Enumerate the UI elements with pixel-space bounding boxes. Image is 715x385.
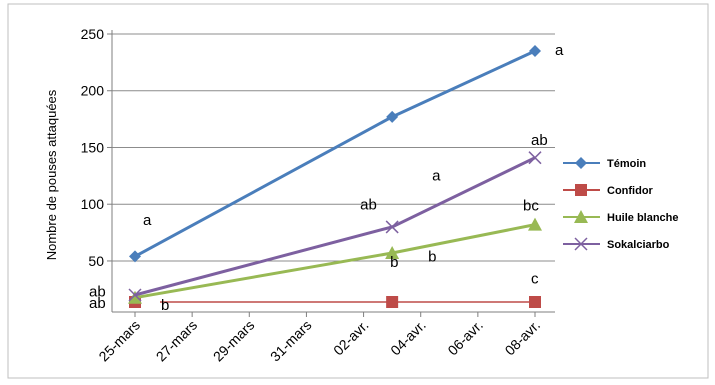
significance-label: c [531, 271, 539, 288]
legend-item: Huile blanche [563, 210, 679, 224]
axes [111, 30, 555, 313]
y-tick-label: 100 [81, 196, 105, 212]
data-point [128, 288, 142, 302]
series-témoin [129, 45, 541, 263]
data-point [129, 250, 141, 263]
legend-marker [574, 210, 588, 223]
significance-label: b [428, 249, 436, 266]
significance-label: a [555, 42, 564, 59]
y-ticks: 50 100 150 200 250 [81, 26, 112, 269]
series-sokalciarbo [128, 151, 542, 302]
legend-item: Sokalciarbo [563, 237, 670, 251]
data-point [528, 151, 542, 165]
y-tick-label: 250 [81, 26, 105, 42]
significance-label: bc [523, 197, 539, 214]
grid [112, 33, 555, 262]
legend-item: Témoin [563, 157, 646, 170]
legend-item: Confidor [563, 184, 654, 197]
data-point [385, 246, 400, 260]
significance-label: a [143, 212, 152, 229]
data-point [528, 217, 542, 231]
y-tick-label: 200 [81, 83, 105, 99]
legend: Témoin Confidor Huile blanche Sokalciarbo [563, 157, 679, 251]
y-tick-label: 150 [81, 139, 105, 155]
significance-label: b [390, 254, 398, 271]
significance-label: a [432, 167, 441, 184]
data-point [529, 45, 541, 58]
legend-marker [574, 237, 588, 251]
legend-marker [575, 157, 587, 169]
data-point [385, 220, 399, 234]
significance-label: ab [360, 197, 377, 214]
significance-label: ab [89, 295, 106, 312]
legend-marker [575, 184, 587, 196]
legend-label: Sokalciarbo [607, 239, 670, 251]
significance-label: ab [531, 132, 548, 149]
legend-label: Témoin [607, 158, 646, 170]
data-point [386, 296, 399, 308]
legend-label: Confidor [607, 185, 654, 197]
legend-label: Huile blanche [607, 212, 679, 224]
significance-label: b [161, 297, 169, 314]
y-tick-label: 50 [88, 253, 104, 269]
y-axis-title: Nombre de pouses attaquées [44, 89, 59, 260]
significance-label: ab [89, 284, 106, 301]
series [128, 45, 542, 308]
data-point [128, 290, 142, 304]
series-huile-blanche [128, 217, 542, 304]
data-point [386, 110, 399, 123]
data-point [529, 296, 541, 308]
